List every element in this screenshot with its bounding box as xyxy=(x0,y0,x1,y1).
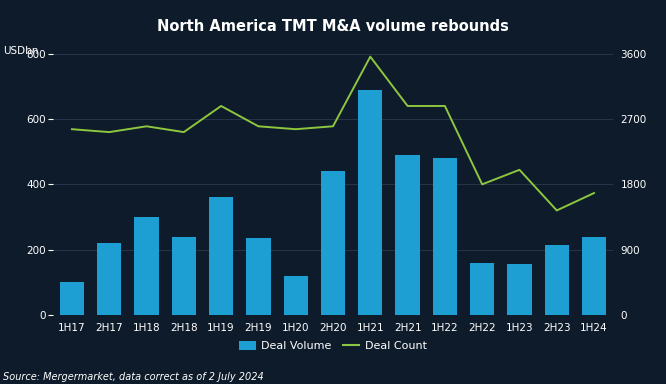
Bar xyxy=(582,237,606,315)
Bar xyxy=(246,238,270,315)
Bar xyxy=(507,264,531,315)
Text: USDbn: USDbn xyxy=(3,46,39,56)
Bar xyxy=(396,155,420,315)
Bar xyxy=(470,263,494,315)
Bar xyxy=(284,276,308,315)
Bar xyxy=(433,158,457,315)
Text: Source: Mergermarket, data correct as of 2 July 2024: Source: Mergermarket, data correct as of… xyxy=(3,372,264,382)
Bar xyxy=(135,217,159,315)
Bar xyxy=(60,282,84,315)
Bar xyxy=(321,171,345,315)
Bar xyxy=(358,90,382,315)
Bar xyxy=(545,245,569,315)
Legend: Deal Volume, Deal Count: Deal Volume, Deal Count xyxy=(234,336,432,356)
Bar xyxy=(209,197,233,315)
Bar xyxy=(172,237,196,315)
Bar xyxy=(97,243,121,315)
Text: North America TMT M&A volume rebounds: North America TMT M&A volume rebounds xyxy=(157,19,509,34)
